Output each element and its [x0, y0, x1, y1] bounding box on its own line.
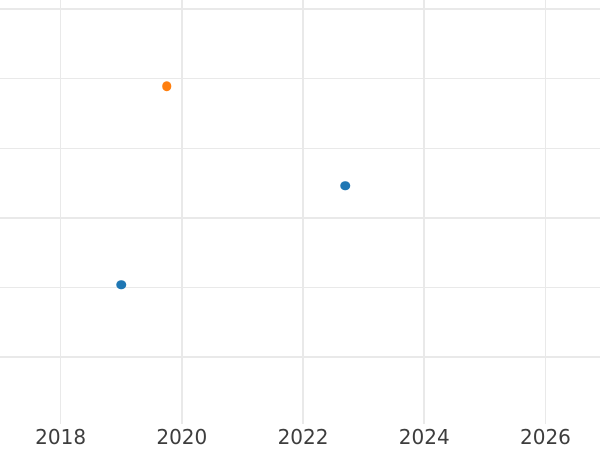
vertical-gridline: [302, 0, 304, 424]
blue-series-point: [116, 280, 126, 290]
vertical-gridline: [59, 0, 62, 424]
horizontal-gridline: [0, 286, 600, 289]
plot-area: [0, 0, 600, 424]
horizontal-gridline: [0, 8, 600, 10]
horizontal-gridline: [0, 147, 600, 150]
orange-series-point: [161, 81, 172, 92]
x-tick-label: 2022: [277, 425, 329, 449]
blue-series-point: [340, 181, 351, 191]
vertical-gridline: [181, 0, 183, 424]
x-tick-label: 2020: [156, 425, 208, 449]
horizontal-gridline: [0, 77, 600, 80]
horizontal-gridline: [0, 217, 600, 219]
x-tick-label: 2018: [35, 425, 87, 449]
x-tick-label: 2026: [520, 425, 571, 449]
horizontal-gridline: [0, 356, 600, 358]
vertical-gridline: [423, 0, 425, 424]
vertical-gridline: [544, 0, 547, 424]
x-tick-label: 2024: [398, 425, 450, 449]
